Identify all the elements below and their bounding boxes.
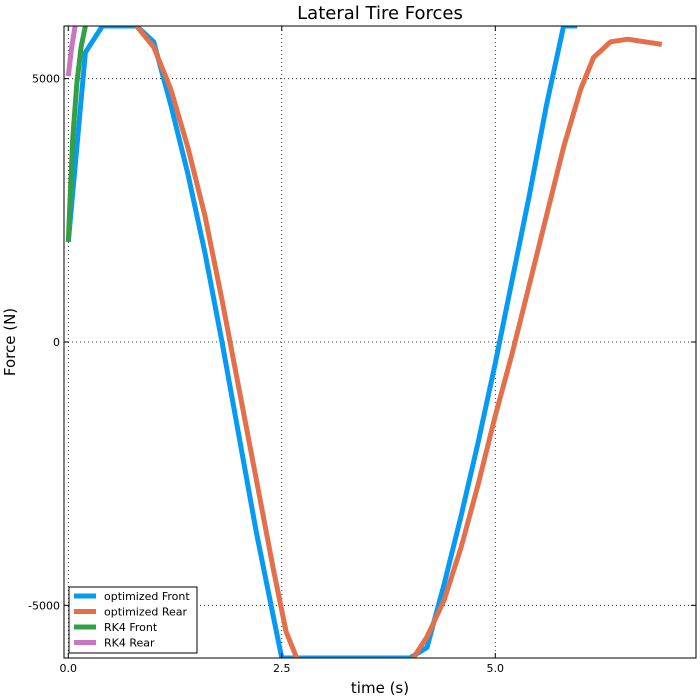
y-tick-label: 0 (53, 336, 60, 349)
x-tick-label: 0.0 (60, 662, 78, 675)
legend-label: optimized Front (104, 590, 190, 603)
tick-marks (64, 26, 696, 658)
legend: optimized Front optimized Rear RK4 Front RK… (68, 586, 198, 654)
y-tick-label: -5000 (28, 599, 60, 612)
x-axis-label: time (s) (351, 679, 409, 697)
grid-lines (64, 26, 696, 658)
x-tick-label: 5.0 (487, 662, 505, 675)
y-axis-label: Force (N) (1, 308, 19, 376)
y-tick-label: 5000 (32, 73, 60, 86)
legend-label: RK4 Rear (104, 637, 155, 650)
series-line-1 (134, 26, 663, 658)
series-line-3 (65, 26, 78, 77)
x-tick-label: 2.5 (273, 662, 291, 675)
legend-label: RK4 Front (104, 621, 158, 634)
series-layer (65, 26, 663, 658)
legend-label: optimized Rear (104, 606, 188, 619)
tick-labels: 0.0 2.5 5.0 -5000 0 5000 (28, 73, 504, 675)
chart-title: Lateral Tire Forces (297, 3, 463, 24)
series-line-2 (65, 26, 88, 243)
